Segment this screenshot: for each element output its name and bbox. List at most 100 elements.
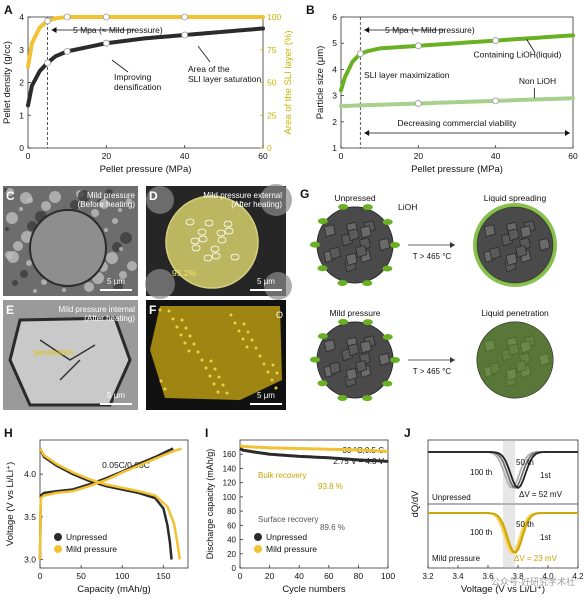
micrograph-f-speckle [184,326,188,330]
y-tick-label-h: 3.0 [24,554,36,564]
micrograph-d-grain [145,269,175,299]
x-tick-label-a: 0 [26,151,31,161]
micrograph-f-speckle [213,367,217,371]
data-marker-b [356,50,364,58]
y-tick-label-a: 0 [19,143,24,153]
micrograph-f-speckle [179,333,183,337]
micrograph-c-grain [118,208,122,212]
micrograph-d-pore [203,254,213,262]
micrograph-f-speckle [212,382,216,386]
annotation-surface-pct-i: 89.6 % [320,523,345,532]
x-axis-label-j: Voltage (V vs Li/Li⁺) [461,584,545,595]
condition-i-1: 2.75 V – 4.3 V [333,457,384,466]
legend-swatch-h-0 [54,533,62,541]
x-tick-label-h: 100 [115,571,129,581]
micrograph-f-speckle [245,345,249,349]
y-tick-label-a: 3 [19,45,24,55]
y-axis-label-j: dQ/dV [410,490,421,518]
cycle-label-top-j-0: 100 th [470,468,492,477]
annotation-a-2: Improving [114,72,152,82]
panel-letter-i: I [205,426,208,440]
micrograph-f-speckle [246,330,250,334]
panel-letter-a: A [4,3,13,17]
y-right-tick-label-a: 100 [267,12,281,22]
x-tick-label-b: 40 [491,151,501,161]
micrograph-f-speckle [254,346,258,350]
annotation-surface-i: Surface recovery [258,515,318,524]
y-tick-label-b: 3 [332,91,337,101]
cycle-label-bottom-j-1: 50 th [516,520,534,529]
annotation-b-1: 5 Mpa (≈ Mild pressure) [385,25,475,35]
cycle-label-bottom-j-0: 100 th [470,528,492,537]
y-tick-label-b: 4 [332,64,337,74]
sphere-unpressed-lioh [338,203,349,210]
micrograph-e-annotation: penetration [34,348,74,357]
x-tick-label-i: 0 [238,571,243,581]
micrograph-f-speckle [167,309,171,313]
y-tick-label-i: 100 [223,493,237,502]
series-discharge-h-0 [38,447,173,560]
y-tick-label-i: 40 [227,536,236,545]
micrograph-f-speckle [171,317,175,321]
sphere-mild-pressure-grain [355,360,368,374]
x-tick-label-b: 20 [414,151,424,161]
series-line-i-1 [239,444,389,453]
micrograph-d-pore [197,228,207,236]
x-tick-label-a: 60 [258,151,268,161]
label-liquid-penetration: Liquid penetration [481,308,549,318]
y-tick-label-h: 4.0 [24,469,36,479]
cycle-label-top-j-1: 50 th [516,458,534,467]
cycle-label-top-j-2: 1st [540,471,551,480]
plot-frame-b [340,16,574,149]
micrograph-f-speckle [250,338,254,342]
micrograph-f-speckle [209,359,213,363]
legend-label-i-1: Mild pressure [266,544,317,554]
micrograph-c-grain [84,282,94,292]
micrograph-f-speckle [225,391,229,395]
y-right-tick-label-a: 75 [267,45,277,55]
micrograph-f-speckle [270,378,274,382]
label-mild-pressure-j: Mild pressure [432,554,481,563]
y-tick-label-i: 20 [227,550,236,559]
sphere-liquid-spreading-grain [519,225,532,239]
x-tick-label-h: 150 [156,571,170,581]
x-tick-label-j: 3.4 [452,572,464,581]
y-tick-label-i: 80 [227,507,236,516]
micrograph-d-pore [190,237,200,245]
micrograph-d-pore [185,218,195,226]
x-tick-label-b: 0 [339,151,344,161]
micrograph-c-grain [127,261,137,271]
legend-swatch-h-1 [54,545,62,553]
sphere-liquid-penetration-grain [538,353,551,367]
x-axis-label-i: Cycle numbers [282,584,346,595]
annotation-a-2: densification [114,82,162,92]
x-tick-label-i: 20 [265,571,275,581]
micrograph-c-grain [19,207,23,211]
micrograph-f-speckle [180,318,184,322]
micrograph-c-grain [41,201,51,211]
micrograph-f-speckle [271,363,275,367]
series-line-b-1 [339,96,575,109]
sphere-unpressed-grain [329,246,342,260]
micrograph-f-speckle [242,322,246,326]
sphere-unpressed-lioh [382,218,393,225]
sphere-liquid-spreading-grain [483,224,496,238]
pointer-a-2 [111,59,129,73]
sphere-liquid-penetration-grain [483,339,496,353]
data-marker-a [63,47,71,55]
sphere-mild-pressure-lioh [310,356,321,363]
panel-letter-c: C [6,189,15,203]
micrograph-f-speckle [274,386,278,390]
delta-bottom-j: ΔV = 23 mV [514,554,558,563]
micrograph-d-pore [216,229,226,237]
micrograph-c-grain [113,281,123,291]
micrograph-f-element: O [276,310,283,320]
sphere-unpressed-grain [323,224,336,238]
y-tick-label-a: 4 [19,12,24,22]
scalebar-f-label: 5 μm [257,391,275,400]
arrowhead-b [364,27,370,33]
micrograph-f-map [150,306,282,400]
data-marker-b [492,97,500,105]
plot-frame-i [239,439,389,569]
micrograph-c-grain [120,232,132,244]
